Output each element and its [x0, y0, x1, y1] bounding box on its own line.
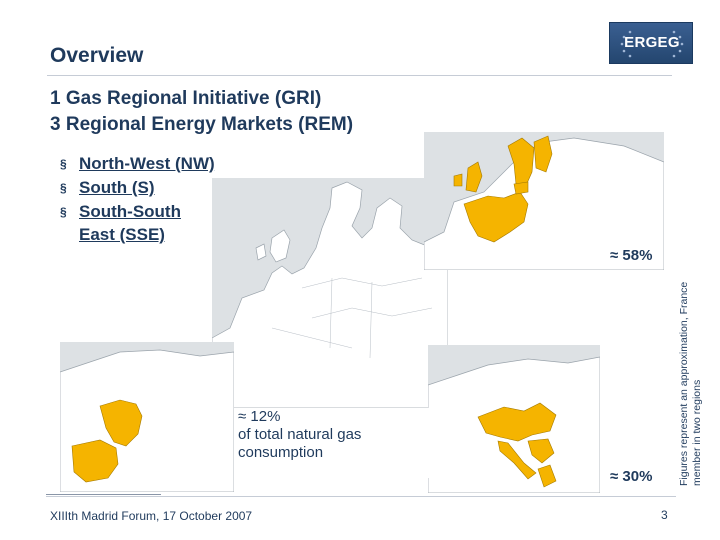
share-south-desc-1: of total natural gas: [238, 426, 362, 443]
europe-map-overview: [212, 178, 448, 408]
bullet-north-west: § North-West (NW): [60, 152, 229, 176]
approximation-side-note: Figures represent an approximation, Fran…: [678, 246, 704, 486]
heading-rem: 3 Regional Energy Markets (REM): [50, 114, 354, 135]
region-bullet-list: § North-West (NW) § South (S) § South-So…: [60, 152, 229, 246]
heading-gri: 1 Gas Regional Initiative (GRI): [50, 88, 322, 109]
map-south-south-east-region: [428, 345, 600, 493]
share-south-note: ≈ 12% of total natural gas consumption: [238, 408, 438, 478]
share-south-value: ≈ 12%: [238, 408, 281, 425]
bullet-label-north-west[interactable]: North-West (NW): [79, 154, 215, 173]
share-south-desc-2: consumption: [238, 444, 324, 461]
map-south-region: [60, 342, 234, 492]
bullet-mark: §: [60, 205, 67, 219]
logo-stars: [620, 30, 684, 58]
bullet-mark: §: [60, 181, 67, 195]
footer-text: XIIIth Madrid Forum, 17 October 2007: [50, 509, 253, 523]
bullet-label-south-south-east[interactable]: South-South East (SSE): [79, 202, 181, 244]
share-north-west: ≈ 58%: [610, 247, 653, 264]
bullet-south-south-east: § South-South East (SSE): [60, 200, 229, 246]
logo-text: ERGEG: [624, 34, 680, 51]
ergeg-logo: ERGEG: [609, 22, 693, 64]
side-note-line-2: member in two regions: [691, 379, 703, 486]
footer-accent-rule: [46, 494, 161, 495]
footer-divider: [46, 496, 676, 497]
share-south-south-east: ≈ 30%: [610, 468, 653, 485]
bullet-label-south[interactable]: South (S): [79, 178, 155, 197]
bullet-mark: §: [60, 157, 67, 171]
page-title: Overview: [50, 44, 144, 67]
title-divider: [47, 75, 672, 76]
page-number: 3: [661, 508, 668, 522]
side-note-line-1: Figures represent an approximation, Fran…: [678, 281, 690, 486]
map-north-west-region: [424, 132, 664, 270]
bullet-south: § South (S): [60, 176, 229, 200]
